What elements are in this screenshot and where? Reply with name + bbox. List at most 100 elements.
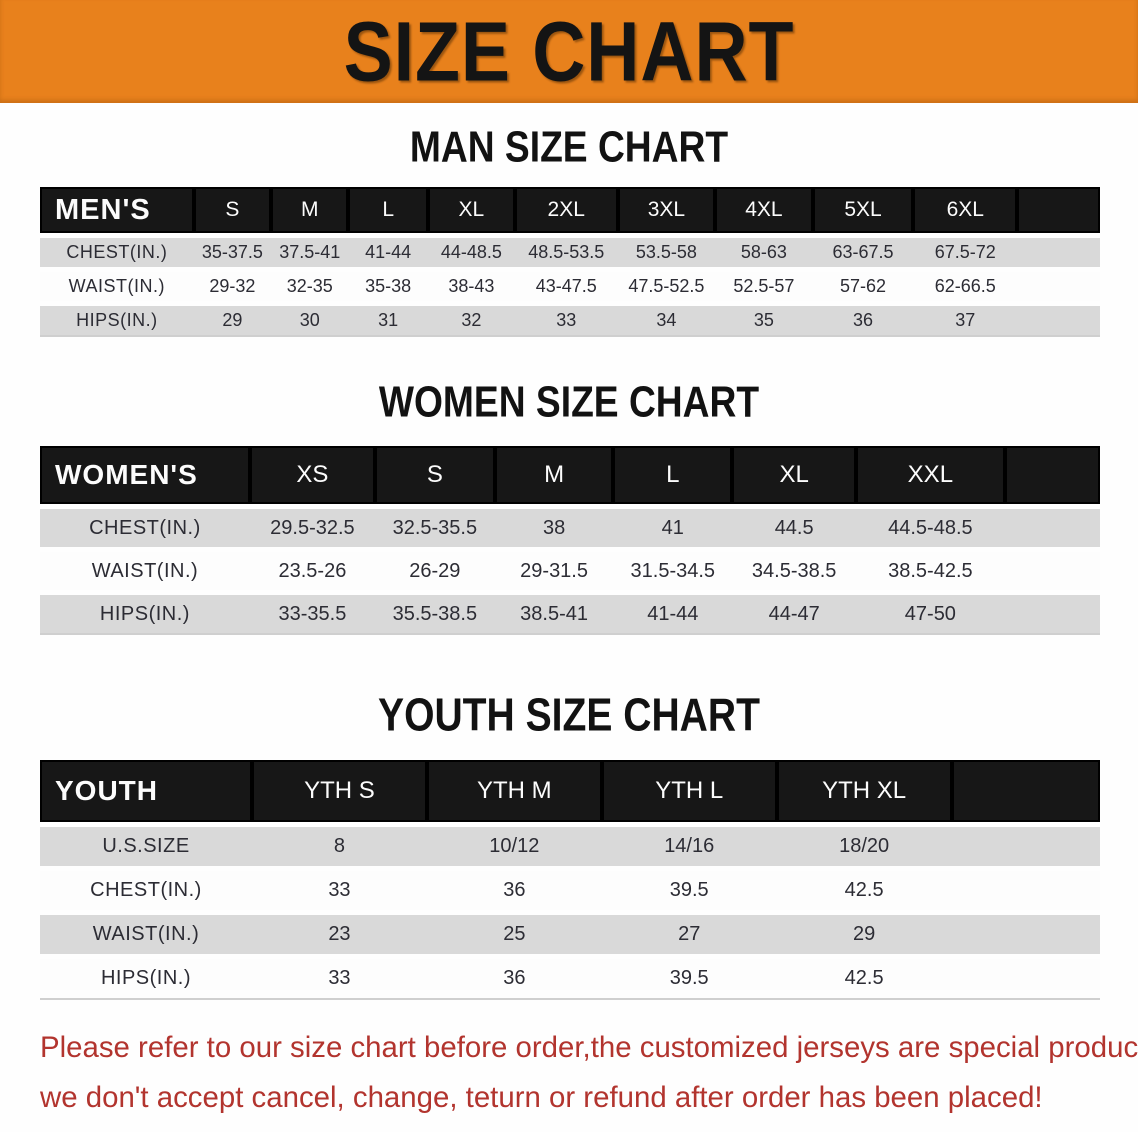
size-value: 36 xyxy=(426,871,602,910)
size-value: 29.5-32.5 xyxy=(249,509,375,547)
table-corner-label: MEN'S xyxy=(40,187,194,233)
size-header-row: MEN'S S M L XL 2XL 3XL 4XL 5XL 6XL xyxy=(40,187,1100,233)
filler-cell xyxy=(951,871,1100,910)
banner: SIZE CHART xyxy=(0,0,1138,103)
filler-cell xyxy=(951,959,1100,1000)
size-value: 67.5-72 xyxy=(913,238,1018,267)
size-column-header: XL xyxy=(732,446,857,504)
row-label: CHEST(IN.) xyxy=(40,238,194,267)
size-value: 38 xyxy=(494,509,614,547)
size-value: 62-66.5 xyxy=(913,272,1018,301)
men-section-heading: MAN SIZE CHART xyxy=(409,122,729,172)
measurement-row: WAIST(IN.) 29-32 32-35 35-38 38-43 43-47.5 47.… xyxy=(40,272,1100,301)
row-label: HIPS(IN.) xyxy=(40,959,252,1000)
row-label: WAIST(IN.) xyxy=(40,272,194,301)
size-value: 35-38 xyxy=(348,272,428,301)
size-column-header: L xyxy=(348,187,428,233)
row-label: WAIST(IN.) xyxy=(40,552,250,590)
men-size-table: MEN'S S M L XL 2XL 3XL 4XL 5XL 6XL CHEST(IN.) 35-37… xyxy=(40,182,1100,342)
size-value: 8 xyxy=(252,827,427,866)
size-value: 26-29 xyxy=(374,552,495,590)
size-value: 44-48.5 xyxy=(427,238,515,267)
size-value: 38.5-42.5 xyxy=(856,552,1005,590)
size-value: 48.5-53.5 xyxy=(514,238,618,267)
size-value: 34 xyxy=(617,306,716,337)
size-column-header: YTH S xyxy=(252,760,427,822)
measurement-row: CHEST(IN.) 33 36 39.5 42.5 xyxy=(40,871,1100,910)
size-column-header: L xyxy=(613,446,733,504)
size-value: 14/16 xyxy=(601,827,777,866)
size-value: 32-35 xyxy=(271,272,349,301)
size-value: 37 xyxy=(913,306,1018,337)
filler-cell xyxy=(1017,306,1100,337)
filler-cell xyxy=(951,827,1100,866)
size-value: 58-63 xyxy=(715,238,813,267)
size-value: 41 xyxy=(613,509,733,547)
section-youth: YOUTH SIZE CHART YOUTH YTH S YTH M YTH L YTH… xyxy=(0,689,1138,1005)
filler-cell xyxy=(1004,552,1100,590)
row-label: U.S.SIZE xyxy=(40,827,252,866)
size-column-header: XXL xyxy=(856,446,1005,504)
size-column-header: M xyxy=(271,187,349,233)
size-column-header: YTH M xyxy=(426,760,602,822)
size-value: 31.5-34.5 xyxy=(613,552,733,590)
size-value: 29-31.5 xyxy=(494,552,614,590)
size-value: 33 xyxy=(514,306,618,337)
size-column-header: S xyxy=(193,187,272,233)
size-value: 35.5-38.5 xyxy=(374,595,495,635)
size-value: 53.5-58 xyxy=(617,238,716,267)
section-men: MAN SIZE CHART MEN'S S M L XL 2XL 3XL 4XL 5XL 6XL… xyxy=(0,122,1138,342)
size-value: 32.5-35.5 xyxy=(374,509,495,547)
filler-cell xyxy=(1004,509,1100,547)
size-value: 44-47 xyxy=(732,595,857,635)
size-value: 44.5-48.5 xyxy=(856,509,1005,547)
size-value: 38.5-41 xyxy=(494,595,614,635)
size-column-header: XS xyxy=(249,446,375,504)
size-value: 39.5 xyxy=(601,959,777,1000)
measurement-row: HIPS(IN.) 29 30 31 32 33 34 35 36 37 xyxy=(40,306,1100,337)
size-column-header: XL xyxy=(427,187,515,233)
size-value: 33 xyxy=(252,871,427,910)
size-value: 39.5 xyxy=(601,871,777,910)
size-value: 23.5-26 xyxy=(249,552,375,590)
size-value: 52.5-57 xyxy=(715,272,813,301)
size-column-header: 2XL xyxy=(514,187,618,233)
table-corner-label: YOUTH xyxy=(40,760,252,822)
disclaimer: Please refer to our size chart before or… xyxy=(40,1023,1138,1123)
size-value: 10/12 xyxy=(426,827,602,866)
size-value: 31 xyxy=(348,306,428,337)
disclaimer-line-1: Please refer to our size chart before or… xyxy=(40,1031,1138,1064)
size-value: 42.5 xyxy=(776,959,952,1000)
size-value: 36 xyxy=(426,959,602,1000)
size-value: 38-43 xyxy=(427,272,515,301)
measurement-row: WAIST(IN.) 23.5-26 26-29 29-31.5 31.5-34.5 34… xyxy=(40,552,1100,590)
size-value: 30 xyxy=(271,306,349,337)
size-value: 35 xyxy=(715,306,813,337)
row-label: CHEST(IN.) xyxy=(40,509,250,547)
size-value: 27 xyxy=(601,915,777,954)
size-value: 23 xyxy=(252,915,427,954)
filler-cell xyxy=(951,915,1100,954)
size-value: 41-44 xyxy=(348,238,428,267)
filler-cell xyxy=(1017,187,1100,233)
size-header-row: WOMEN'S XS S M L XL XXL xyxy=(40,446,1100,504)
size-column-header: 6XL xyxy=(913,187,1018,233)
row-label: HIPS(IN.) xyxy=(40,595,250,635)
size-value: 63-67.5 xyxy=(812,238,914,267)
size-column-header: YTH XL xyxy=(776,760,952,822)
page-title: SIZE CHART xyxy=(343,3,795,99)
women-section-heading: WOMEN SIZE CHART xyxy=(378,377,760,427)
measurement-row: HIPS(IN.) 33 36 39.5 42.5 xyxy=(40,959,1100,1000)
size-value: 33 xyxy=(252,959,427,1000)
row-label: CHEST(IN.) xyxy=(40,871,252,910)
size-column-header: S xyxy=(374,446,495,504)
size-value: 34.5-38.5 xyxy=(732,552,857,590)
size-value: 41-44 xyxy=(613,595,733,635)
women-size-table: WOMEN'S XS S M L XL XXL CHEST(IN.) 29.5-32.5 32.5… xyxy=(40,441,1100,640)
size-column-header: 3XL xyxy=(617,187,716,233)
youth-size-table: YOUTH YTH S YTH M YTH L YTH XL U.S.SIZE 8 10/12… xyxy=(40,755,1100,1005)
size-value: 37.5-41 xyxy=(271,238,349,267)
size-value: 29-32 xyxy=(193,272,272,301)
filler-cell xyxy=(1004,446,1100,504)
